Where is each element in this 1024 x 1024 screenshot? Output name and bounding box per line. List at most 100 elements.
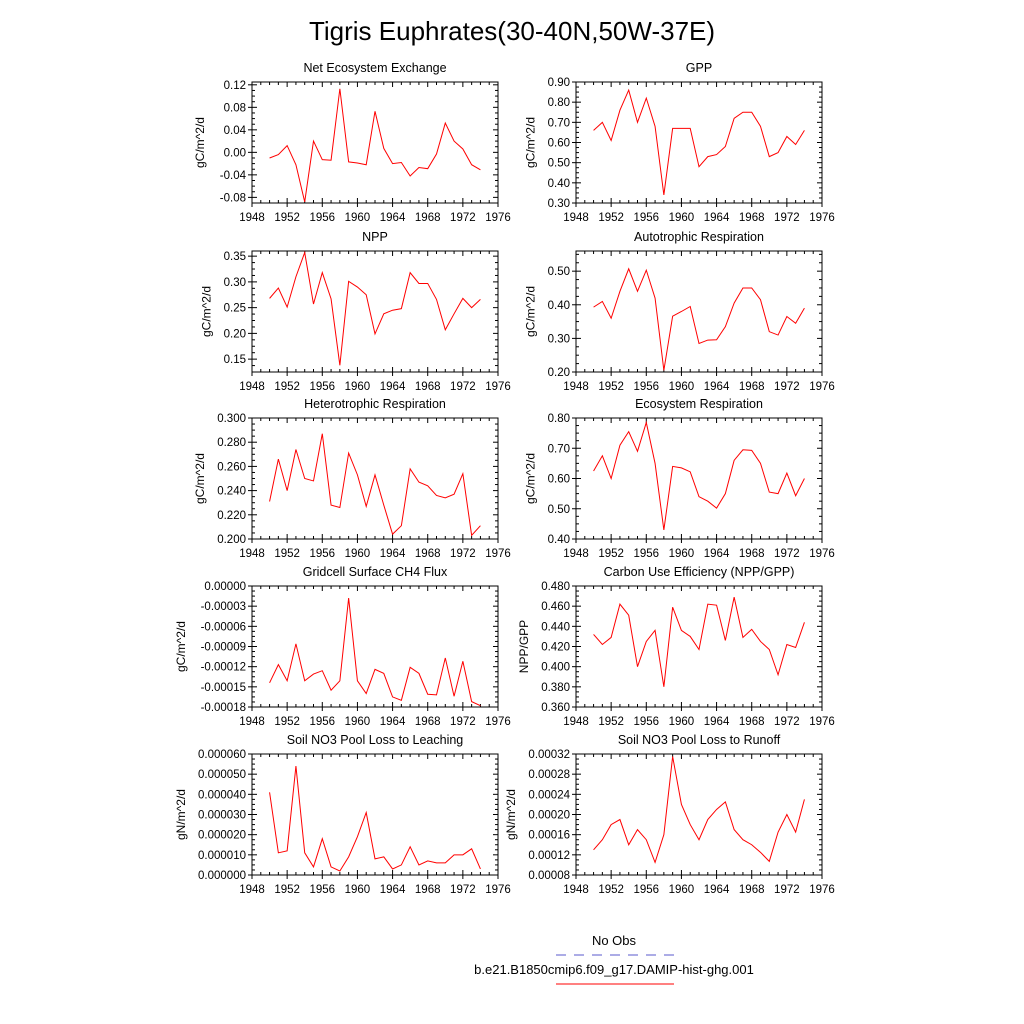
plot-frame [251, 81, 499, 204]
series-line [593, 756, 805, 864]
x-tick-label: 1976 [485, 716, 511, 728]
y-axis-label: gC/m^2/d [193, 117, 207, 168]
x-tick-label: 1964 [704, 548, 730, 560]
y-tick-label: -0.00009 [201, 642, 246, 654]
y-tick-label: 0.00000 [204, 581, 246, 593]
x-tick-label: 1964 [380, 716, 406, 728]
y-tick-label: 0.40 [548, 178, 570, 190]
x-tick-label: 1956 [309, 884, 335, 896]
x-tick-label: 1976 [809, 212, 835, 224]
y-tick-label: -0.04 [220, 170, 247, 182]
x-tick-label: 1964 [380, 381, 406, 393]
x-tick-label: 1964 [704, 381, 730, 393]
y-tick-label: 0.000010 [198, 850, 246, 862]
x-tick-label: 1952 [598, 548, 624, 560]
x-tick-label: 1968 [739, 884, 765, 896]
plot-frame [251, 585, 499, 708]
y-tick-label: 0.50 [548, 504, 570, 516]
y-tick-label: 0.30 [224, 277, 246, 289]
x-tick-label: 1976 [485, 212, 511, 224]
y-tick-label: -0.00018 [201, 702, 246, 714]
y-axis-label: gC/m^2/d [199, 286, 213, 337]
y-tick-label: 0.00016 [528, 830, 570, 842]
series-line [269, 598, 481, 707]
x-tick-label: 1972 [774, 548, 800, 560]
x-tick-label: 1960 [345, 212, 371, 224]
x-tick-label: 1956 [633, 884, 659, 896]
x-tick-label: 1956 [633, 548, 659, 560]
series-line [269, 250, 481, 366]
x-tick-label: 1948 [239, 212, 265, 224]
y-tick-label: 0.000040 [198, 789, 246, 801]
panel-carbon-use-efficiency-npp-gpp: Carbon Use Efficiency (NPP/GPP) 1948 1952 1… [517, 565, 835, 728]
y-tick-label: 0.400 [541, 662, 570, 674]
x-tick-label: 1956 [309, 212, 335, 224]
x-tick-label: 1972 [774, 884, 800, 896]
x-tick-label: 1972 [450, 381, 476, 393]
x-tick-label: 1976 [809, 716, 835, 728]
y-tick-label: 0.20 [224, 328, 246, 340]
y-axis-label: gC/m^2/d [523, 117, 537, 168]
y-axis-label: gC/m^2/d [523, 453, 537, 504]
x-tick-label: 1948 [239, 548, 265, 560]
x-tick-label: 1968 [739, 548, 765, 560]
series-line [269, 88, 481, 202]
y-tick-label: 0.280 [217, 437, 246, 449]
y-tick-label: 0.220 [217, 510, 246, 522]
y-tick-label: 0.00008 [528, 870, 570, 882]
x-tick-label: 1948 [563, 548, 589, 560]
x-tick-label: 1976 [809, 548, 835, 560]
y-tick-label: 0.00028 [528, 769, 570, 781]
x-tick-label: 1972 [450, 884, 476, 896]
x-tick-label: 1956 [309, 381, 335, 393]
x-tick-label: 1948 [563, 381, 589, 393]
y-tick-label: 0.420 [541, 642, 570, 654]
y-tick-label: -0.00006 [201, 621, 246, 633]
series-line [593, 267, 805, 371]
y-tick-label: 0.00012 [528, 850, 570, 862]
panel-gridcell-surface-ch4-flux: Gridcell Surface CH4 Flux 1948 1952 1956 196… [174, 565, 511, 728]
x-tick-label: 1952 [274, 548, 300, 560]
x-tick-label: 1956 [309, 716, 335, 728]
x-tick-label: 1964 [704, 212, 730, 224]
y-tick-label: 0.000050 [198, 769, 246, 781]
y-tick-label: 0.50 [548, 158, 570, 170]
x-tick-label: 1976 [809, 884, 835, 896]
x-tick-label: 1960 [345, 884, 371, 896]
y-tick-label: 0.20 [548, 367, 570, 379]
x-tick-label: 1976 [485, 381, 511, 393]
y-tick-label: 0.30 [548, 198, 570, 210]
x-tick-label: 1972 [450, 716, 476, 728]
x-tick-label: 1960 [669, 716, 695, 728]
panels: Net Ecosystem Exchange 1948 1952 1956 1960 19… [174, 61, 835, 896]
panel-title: Soil NO3 Pool Loss to Runoff [618, 733, 781, 747]
series-line [269, 433, 481, 537]
x-tick-label: 1964 [704, 884, 730, 896]
y-axis-label: NPP/GPP [517, 620, 531, 673]
x-tick-label: 1976 [485, 884, 511, 896]
x-tick-label: 1952 [598, 884, 624, 896]
y-tick-label: -0.00012 [201, 662, 246, 674]
panel-title: Carbon Use Efficiency (NPP/GPP) [604, 565, 795, 579]
y-tick-label: 0.000060 [198, 749, 246, 761]
panel-title: GPP [686, 61, 712, 75]
x-tick-label: 1960 [345, 381, 371, 393]
plot-frame [575, 585, 823, 708]
series-line [593, 88, 805, 195]
x-tick-label: 1952 [274, 884, 300, 896]
x-tick-label: 1952 [598, 381, 624, 393]
x-tick-label: 1972 [774, 381, 800, 393]
x-tick-label: 1956 [309, 548, 335, 560]
y-tick-label: 0.60 [548, 474, 570, 486]
y-tick-label: 0.440 [541, 621, 570, 633]
panel-title: Autotrophic Respiration [634, 230, 764, 244]
x-tick-label: 1964 [380, 548, 406, 560]
panel-ecosystem-respiration: Ecosystem Respiration 1948 1952 1956 1960 196… [523, 397, 834, 560]
y-tick-label: 0.40 [548, 300, 570, 312]
legend: No Obs b.e21.B1850cmip6.f09_g17.DAMIP-hi… [474, 933, 754, 985]
y-tick-label: 0.50 [548, 266, 570, 278]
x-tick-label: 1952 [274, 716, 300, 728]
y-tick-label: 0.70 [548, 443, 570, 455]
y-tick-label: 0.70 [548, 117, 570, 129]
panel-title: NPP [362, 230, 388, 244]
